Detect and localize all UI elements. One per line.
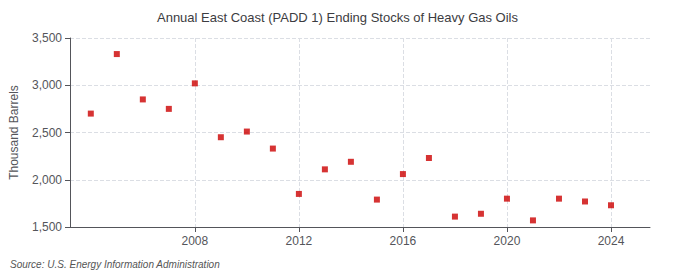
- svg-text:3,500: 3,500: [32, 31, 62, 45]
- svg-text:1,500: 1,500: [32, 220, 62, 234]
- svg-text:2008: 2008: [181, 234, 208, 248]
- svg-text:2,000: 2,000: [32, 173, 62, 187]
- svg-text:2020: 2020: [494, 234, 521, 248]
- svg-text:3,000: 3,000: [32, 78, 62, 92]
- svg-text:2016: 2016: [390, 234, 417, 248]
- svg-text:2,500: 2,500: [32, 126, 62, 140]
- svg-text:Thousand Barrels: Thousand Barrels: [7, 85, 21, 180]
- svg-text:2024: 2024: [598, 234, 625, 248]
- svg-text:2012: 2012: [286, 234, 313, 248]
- svg-text:Annual East Coast (PADD 1) End: Annual East Coast (PADD 1) Ending Stocks…: [157, 10, 519, 25]
- svg-text:Source: U.S. Energy Informatio: Source: U.S. Energy Information Administ…: [10, 259, 220, 270]
